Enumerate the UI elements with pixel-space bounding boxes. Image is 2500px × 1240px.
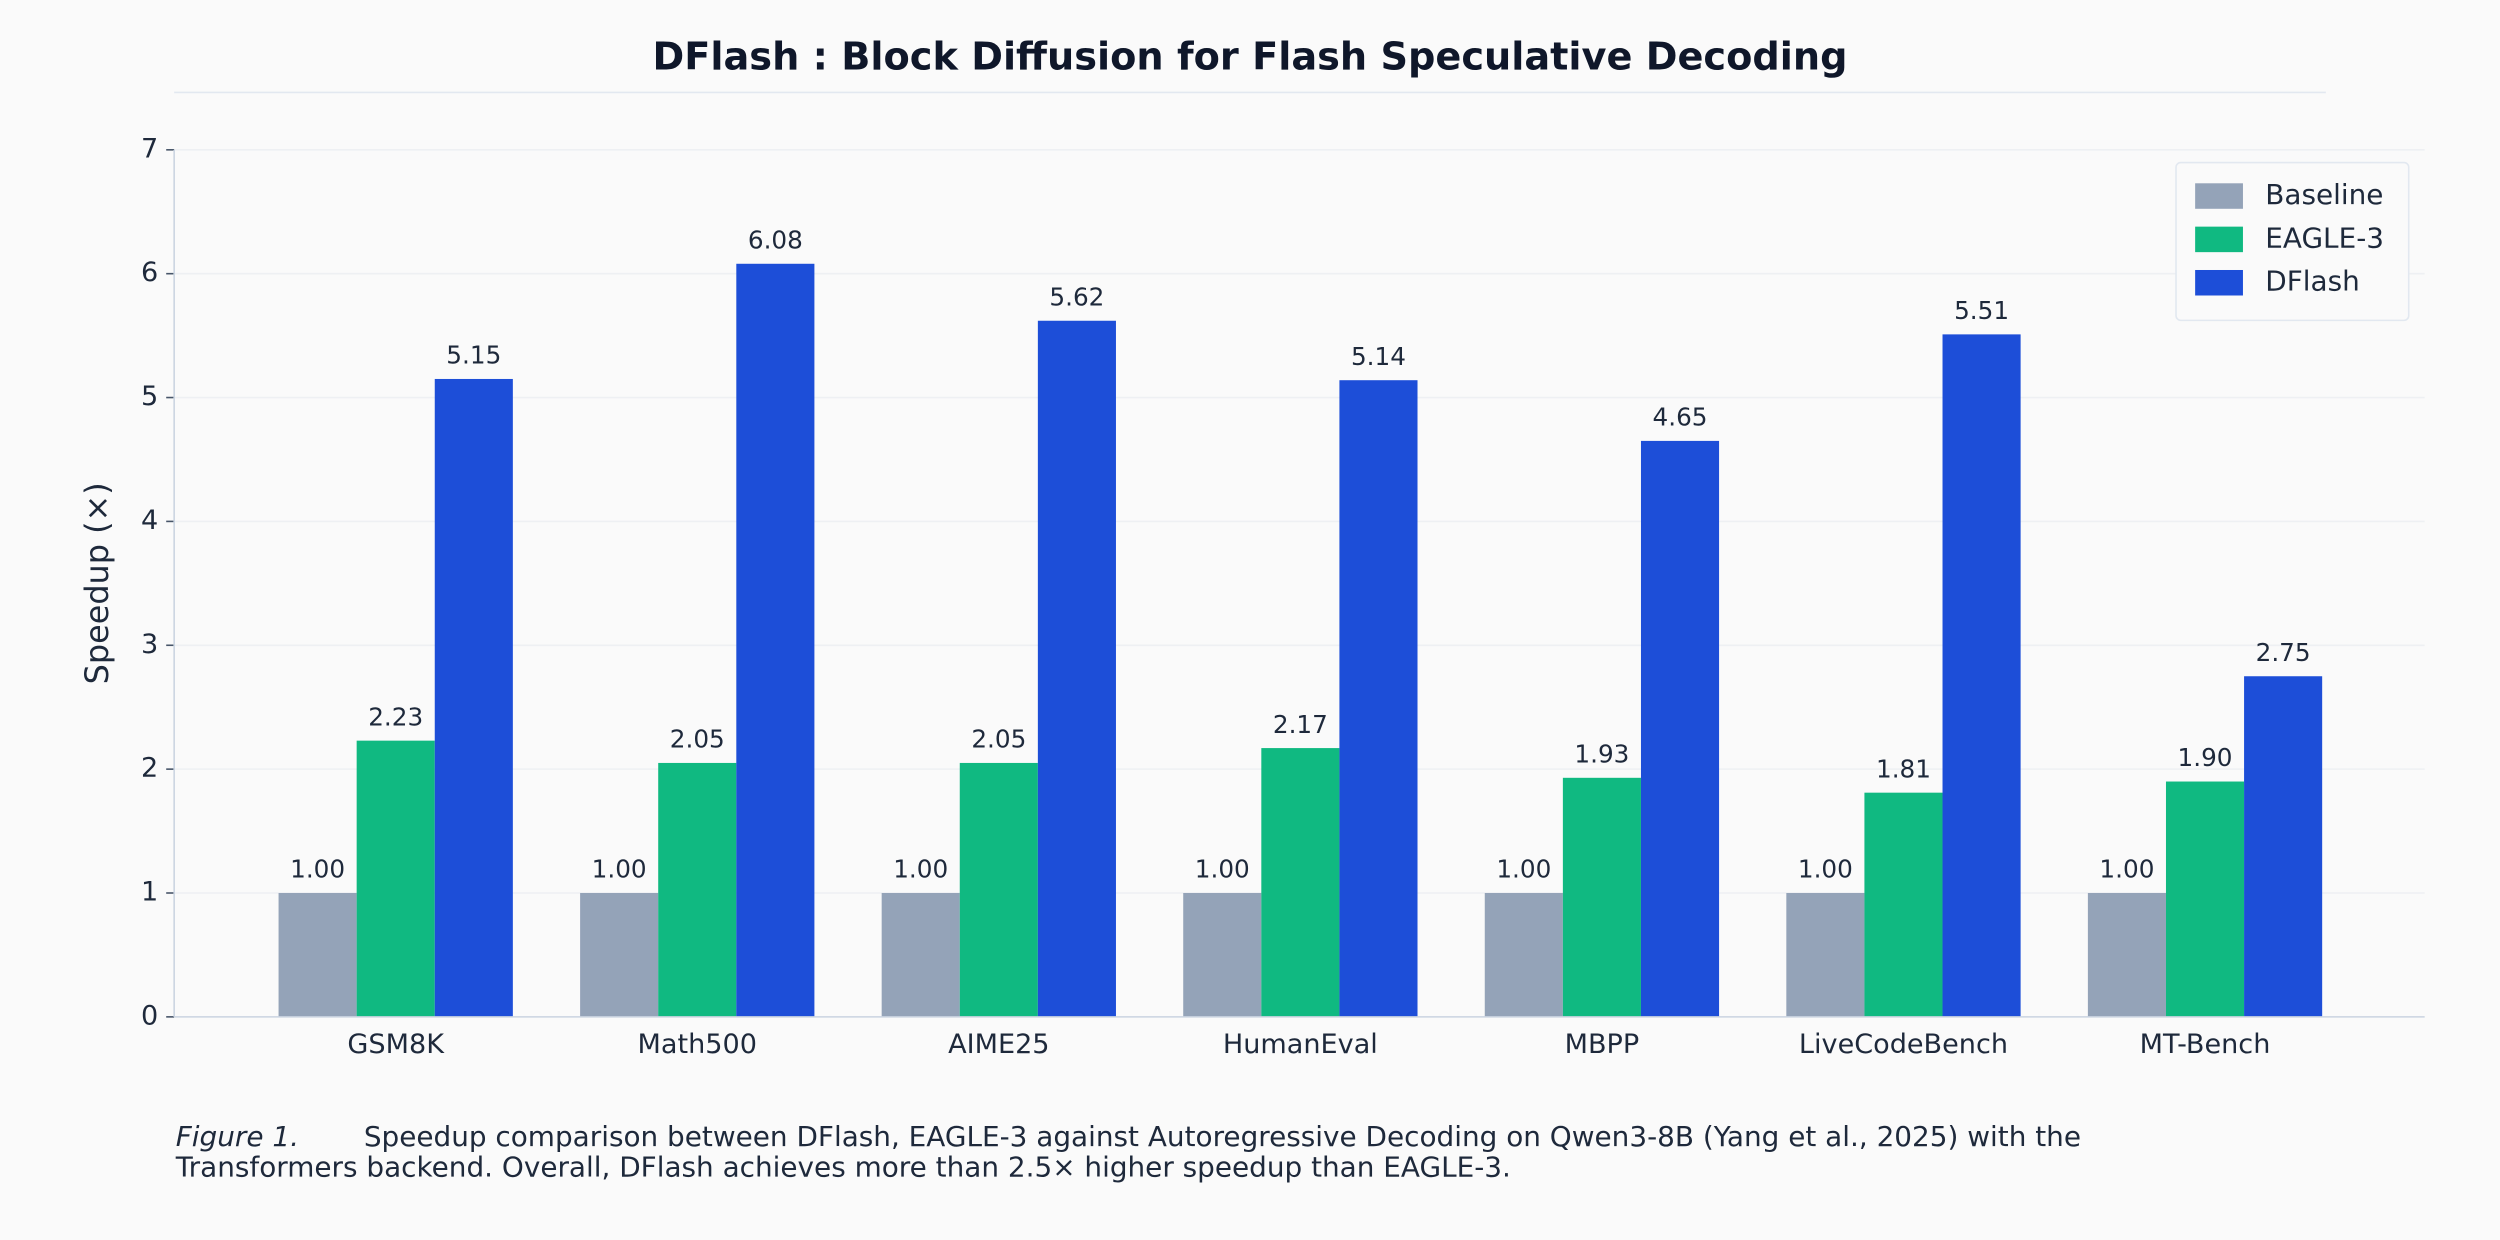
bar-value-label: 2.05 (670, 725, 725, 754)
bar-value-label: 2.05 (971, 725, 1026, 754)
bar (1183, 893, 1262, 1017)
bar (1562, 777, 1641, 1017)
y-tick-label: 3 (141, 629, 158, 660)
bar-value-label: 6.08 (748, 225, 803, 254)
bar-value-label: 5.14 (1351, 342, 1406, 371)
y-axis-label: Speedup (×) (78, 482, 116, 684)
bar (1786, 893, 1865, 1017)
bar (1037, 320, 1116, 1017)
bar (434, 378, 513, 1017)
legend-swatch (2195, 183, 2243, 209)
legend-label: DFlash (2265, 265, 2360, 298)
bar-value-label: 1.81 (1876, 754, 1931, 783)
bar (1484, 893, 1563, 1017)
legend-label: EAGLE-3 (2265, 221, 2384, 254)
bar-value-label: 1.00 (592, 855, 647, 884)
legend-swatch (2195, 226, 2243, 253)
bar-value-label: 1.90 (2178, 743, 2233, 772)
bar-value-label: 1.00 (1195, 855, 1250, 884)
bar-value-label: 2.75 (2256, 638, 2311, 667)
caption-text: Transformers backend. Overall, DFlash ac… (175, 1150, 1511, 1183)
bar (278, 893, 357, 1017)
x-tick-label: GSM8K (347, 1029, 445, 1060)
bar (658, 762, 737, 1017)
chart-title: DFlash : Block Diffusion for Flash Specu… (653, 34, 1848, 79)
bar-value-label: 1.00 (1798, 855, 1853, 884)
bar-value-label: 4.65 (1653, 403, 1708, 432)
x-tick-label: MT-Bench (2140, 1029, 2271, 1060)
bar-value-label: 1.93 (1574, 739, 1629, 768)
bar-value-label: 2.17 (1273, 710, 1328, 739)
legend: Baseline EAGLE-3 DFlash (2175, 161, 2410, 322)
bar (736, 263, 815, 1017)
bar (580, 893, 659, 1017)
bar (2087, 893, 2166, 1017)
bar (2244, 676, 2323, 1017)
bar (1339, 380, 1418, 1017)
bar (1864, 792, 1943, 1017)
bars: GSM8K 1.00 2.23 5.15 Math500 1.00 2.05 6.08 AIME… (278, 225, 2323, 1060)
bar-value-label: 1.00 (290, 855, 345, 884)
y-tick-label: 6 (141, 257, 158, 288)
y-tick-label: 0 (141, 1000, 158, 1031)
bar (1261, 748, 1340, 1017)
bar-value-label: 1.00 (2099, 855, 2154, 884)
y-tick-label: 2 (141, 753, 158, 784)
y-tick-label: 4 (141, 505, 158, 536)
bar (356, 740, 435, 1017)
x-tick-label: AIME25 (948, 1029, 1049, 1060)
bar-value-label: 1.00 (1496, 855, 1551, 884)
caption-label: Figure 1. (176, 1120, 299, 1153)
bar-value-label: 5.51 (1954, 296, 2009, 325)
x-tick-label: MBPP (1565, 1029, 1640, 1060)
bar (881, 893, 960, 1017)
legend-swatch (2195, 269, 2243, 296)
legend-label: Baseline (2265, 178, 2383, 211)
bar (1640, 440, 1720, 1017)
bar-value-label: 1.00 (893, 855, 948, 884)
x-tick-label: HumanEval (1223, 1029, 1378, 1060)
bar-value-label: 5.15 (446, 341, 501, 370)
y-tick-label: 7 (141, 133, 158, 164)
caption-text: Speedup comparison between DFlash, EAGLE… (364, 1120, 2081, 1153)
x-tick-label: Math500 (638, 1029, 757, 1060)
bar-value-label: 2.23 (368, 702, 423, 731)
bar-value-label: 5.62 (1049, 282, 1104, 311)
x-tick-label: LiveCodeBench (1799, 1029, 2008, 1060)
bar (2165, 781, 2245, 1017)
y-tick-label: 5 (141, 381, 158, 412)
bar (1942, 334, 2021, 1017)
bar (959, 762, 1038, 1017)
y-tick-label: 1 (141, 877, 158, 908)
